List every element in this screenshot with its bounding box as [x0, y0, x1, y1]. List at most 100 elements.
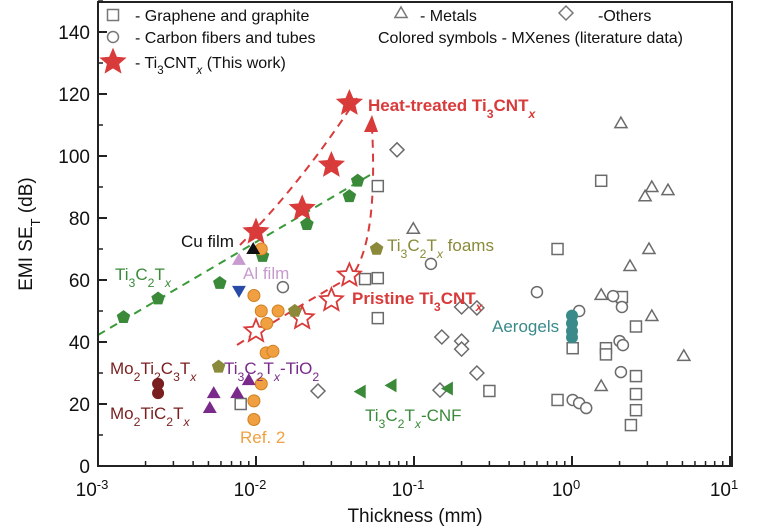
text-segment: x	[164, 276, 172, 290]
ref-2-point	[271, 304, 285, 318]
tick-exponent: -2	[255, 477, 267, 492]
text-segment: -CNF	[421, 406, 462, 425]
metals-point	[613, 115, 629, 129]
pristine-ti3cntx-point	[335, 261, 364, 287]
text-segment: 2	[134, 415, 141, 429]
graphene-graphite-point	[483, 384, 496, 398]
text-segment: 2	[148, 276, 155, 290]
text-segment: Al film	[243, 264, 289, 283]
text-segment: T	[426, 236, 436, 255]
ti3c2tx-tio2-point	[202, 401, 217, 413]
annotation-tio2: Ti3C2Tx-TiO2	[224, 359, 319, 384]
graphene-graphite-point	[629, 369, 643, 383]
ti3c2tx-tio2-point	[230, 386, 245, 399]
graphene-graphite-point	[629, 387, 643, 401]
heat-treated-ti3cntx-point	[335, 88, 364, 115]
carbon-fibers-tubes-point	[606, 289, 620, 303]
series-cu-film	[246, 242, 261, 254]
series-others	[309, 141, 485, 400]
text-segment: x	[189, 370, 197, 384]
ti3c2tx-point	[300, 217, 314, 230]
text-segment: Pristine Ti	[352, 289, 434, 308]
aerogels-point	[566, 331, 578, 344]
ti3c2tx-point	[116, 310, 131, 323]
mo2tic2tx-point	[152, 387, 165, 400]
text-segment: 3	[487, 107, 494, 121]
series-aerogels	[566, 309, 578, 344]
text-segment: 3	[157, 65, 163, 77]
graphene-graphite-point	[234, 397, 247, 411]
ref-2-point	[254, 377, 268, 391]
text-segment: Ti	[140, 359, 154, 378]
series-blue-mxene	[232, 285, 246, 298]
text-segment: C	[244, 359, 256, 378]
text-segment: Mo	[110, 359, 134, 378]
tick-base: 10	[392, 480, 413, 501]
annotation-mo2ti2c3tx: Mo2Ti2C3Tx	[110, 359, 197, 384]
text-segment: T	[180, 359, 190, 378]
y-tick-label: 60	[69, 271, 90, 292]
y-title-main: EMI SE	[16, 226, 37, 290]
text-segment: x	[414, 417, 422, 431]
annotation-ref-2: Ref. 2	[240, 428, 285, 447]
tick-exponent: 0	[573, 477, 580, 492]
series-al-film	[232, 252, 246, 265]
annotation-pristine: Pristine Ti3CNTx	[352, 289, 484, 314]
text-segment: T	[263, 359, 273, 378]
blue-mxene-point	[232, 285, 246, 298]
x-axis-title: Thickness (mm)	[347, 506, 482, 527]
text-segment: C	[161, 359, 173, 378]
metals-point	[637, 188, 653, 202]
text-segment: 3	[129, 276, 136, 290]
text-segment: Mo	[110, 404, 134, 423]
ref-2-point	[247, 394, 261, 408]
series-ti3c2tx-cnf	[353, 378, 453, 399]
text-segment: C	[407, 236, 419, 255]
ti3c2tx-point	[213, 275, 227, 289]
cu-film-point	[246, 242, 261, 254]
series-carbon-fibers-tubes	[276, 257, 630, 415]
tick-exponent: 1	[731, 477, 738, 492]
metals-point	[644, 308, 660, 322]
arrow-head-icon	[364, 115, 378, 132]
metals-point	[676, 348, 692, 362]
heat-treated-ti3cntx-point	[317, 150, 346, 177]
tick-exponent: -3	[97, 477, 109, 492]
pristine-ti3cntx-point	[317, 285, 346, 312]
olive-mxene-point	[211, 359, 226, 373]
ref-2-point	[247, 413, 261, 426]
text-segment: CNT	[441, 289, 477, 308]
graphene-graphite-point	[371, 179, 385, 193]
graphene-graphite-point	[629, 403, 643, 417]
annotation-al-film: Al film	[243, 264, 289, 283]
al-film-point	[232, 252, 246, 265]
legend-label: -Others	[598, 8, 651, 25]
series-metals	[405, 115, 692, 392]
series-ti3c2tx-tio2	[202, 373, 256, 413]
text-segment: 2	[166, 415, 173, 429]
tick-base: 10	[234, 480, 255, 501]
text-segment: (This work)	[202, 55, 286, 72]
text-segment: x	[182, 415, 190, 429]
text-segment: Ti	[224, 359, 238, 378]
ti3c2tx-tio2-point	[206, 386, 221, 399]
y-tick-label: 100	[58, 147, 90, 168]
legend-star-icon	[99, 47, 127, 74]
carbon-fibers-tubes-point	[276, 280, 290, 294]
legend-circle-icon	[106, 30, 120, 44]
text-segment: C	[385, 406, 397, 425]
text-segment: Heat-treated Ti	[368, 96, 487, 115]
y-tick-label: 0	[79, 457, 90, 478]
graphene-graphite-point	[594, 174, 608, 188]
text-segment: 2	[134, 370, 141, 384]
text-segment: 2	[312, 370, 319, 384]
text-segment: x	[527, 107, 536, 121]
series-mo2tic2tx	[152, 377, 165, 400]
legend-square-icon	[106, 8, 120, 22]
graphene-graphite-point	[629, 320, 643, 333]
series-heat-treated-ti3cntx	[242, 88, 364, 244]
others-point	[453, 341, 470, 358]
others-point	[388, 141, 406, 158]
ti3c2tx-cnf-point	[353, 384, 366, 399]
